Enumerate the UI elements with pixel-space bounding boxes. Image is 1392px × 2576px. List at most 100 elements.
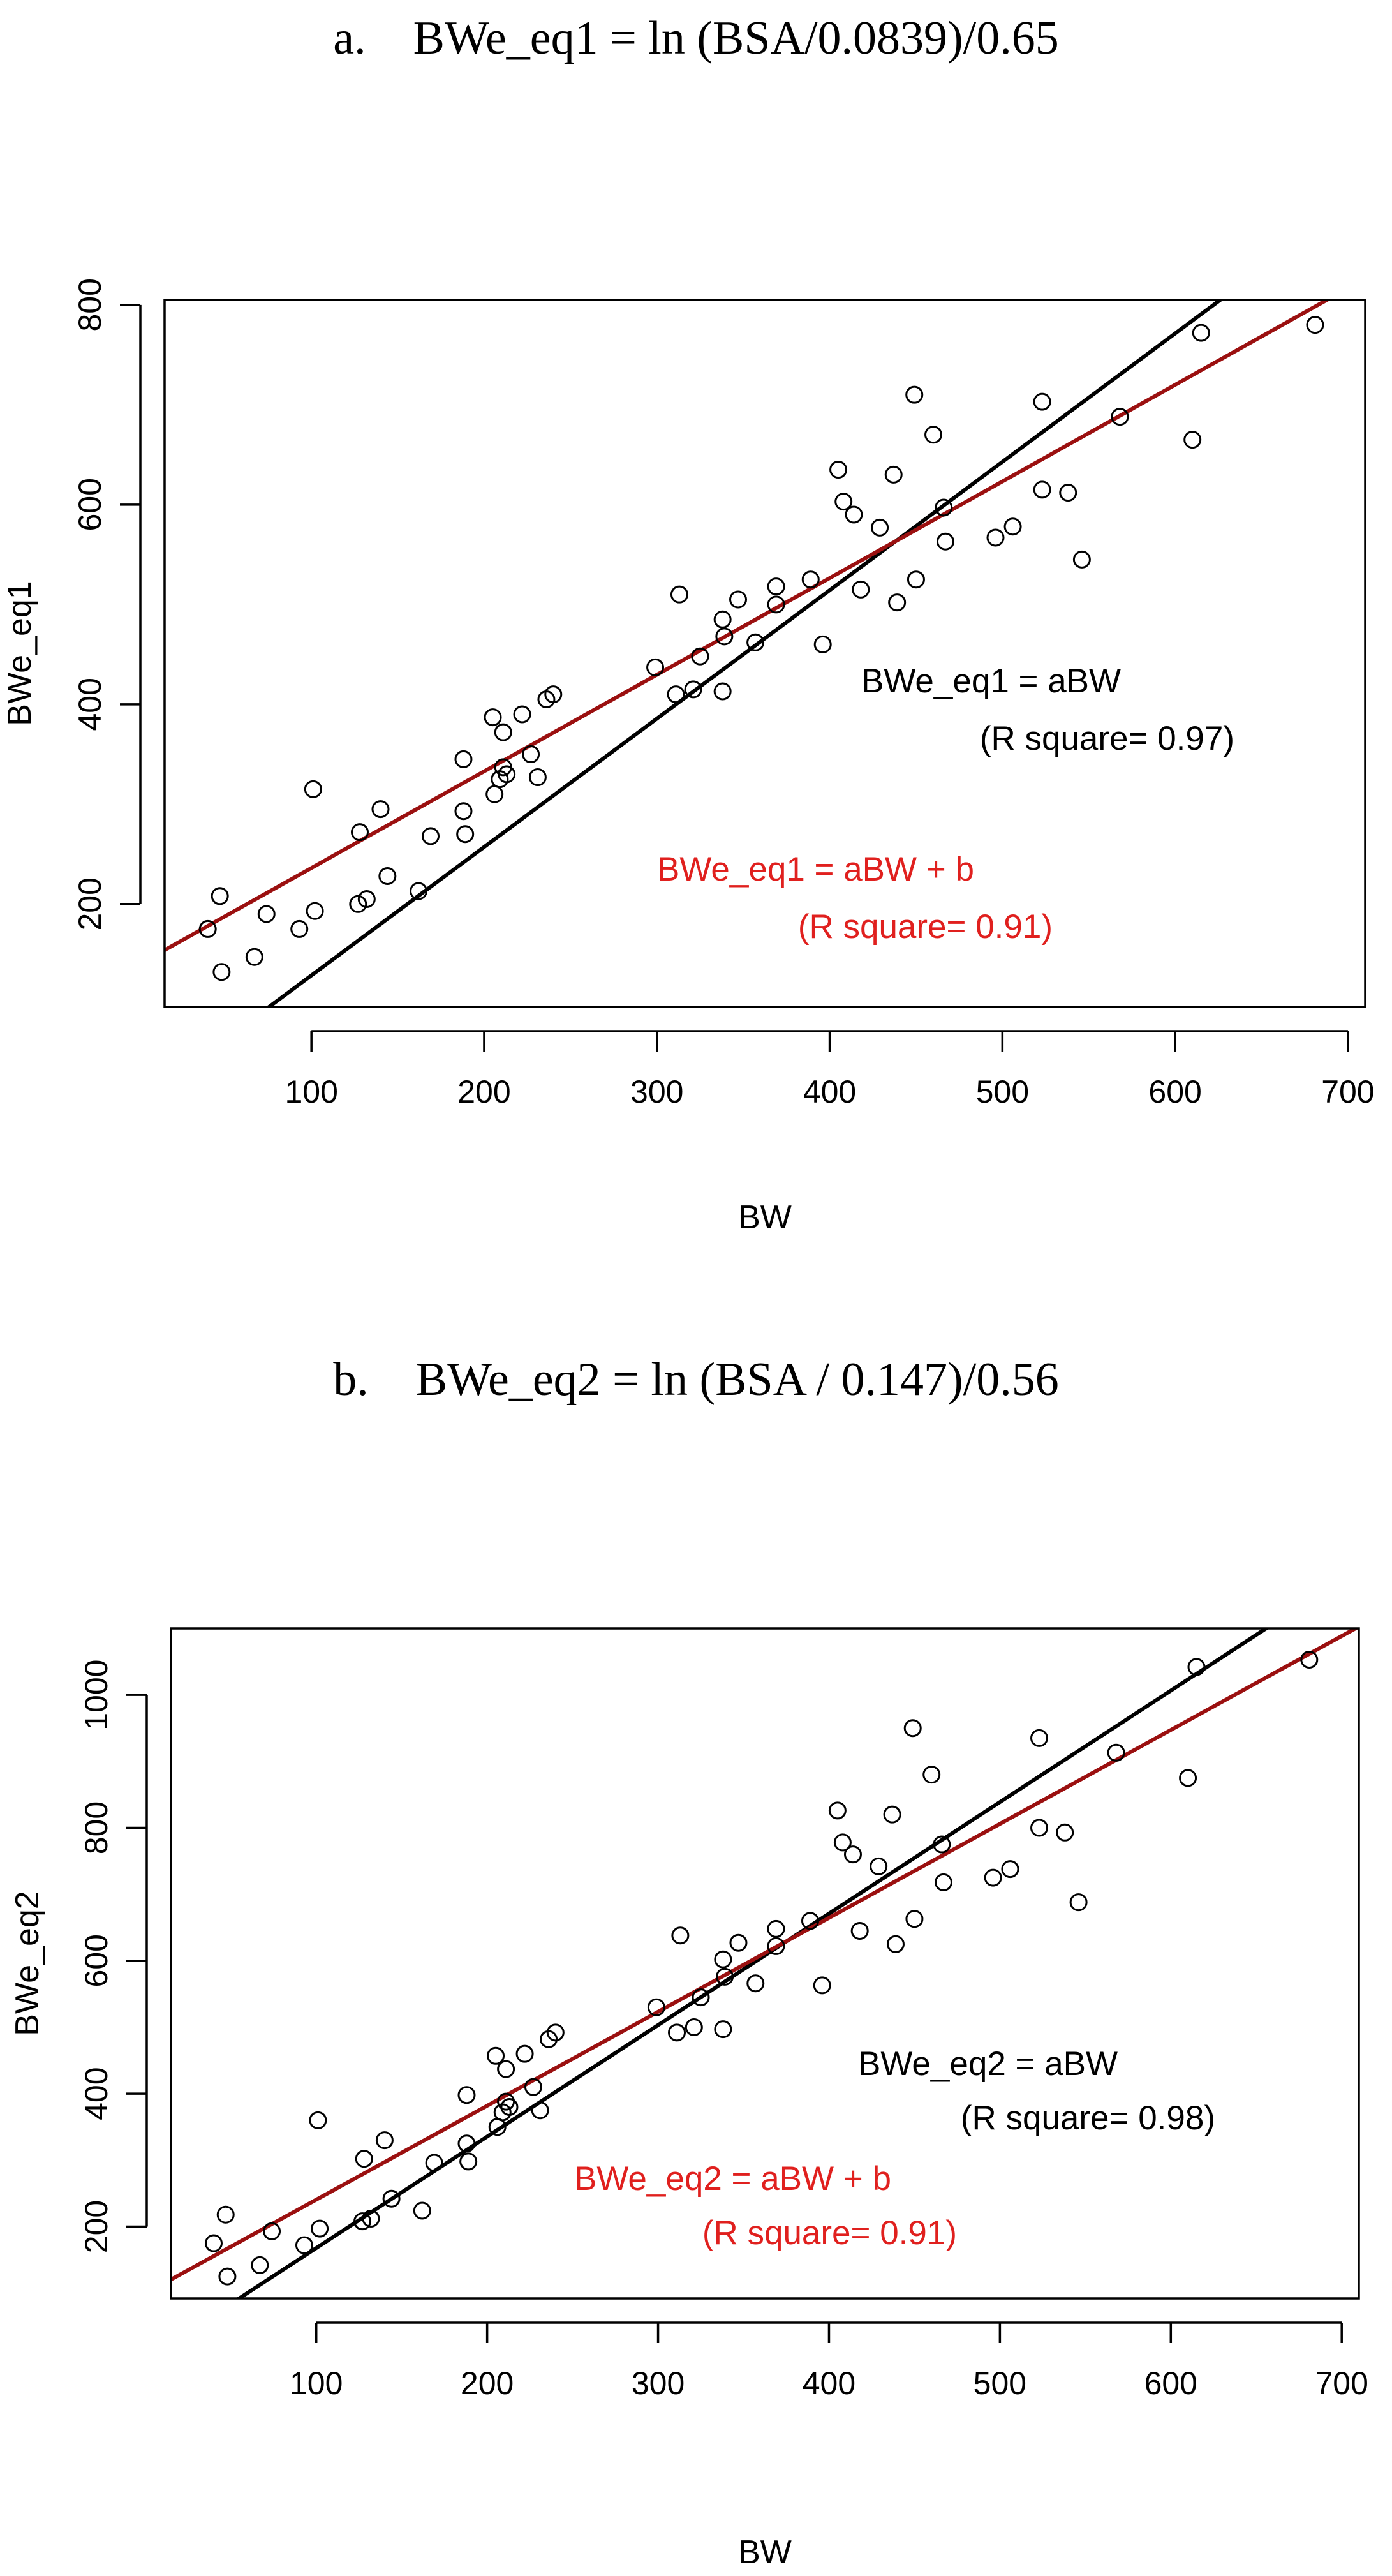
data-point [935, 498, 953, 517]
data-point [1300, 1650, 1319, 1669]
data-point [828, 1801, 847, 1820]
x-tick-label: 400 [803, 2365, 855, 2401]
data-point [1179, 1769, 1197, 1787]
data-point [410, 882, 428, 900]
data-point [218, 2267, 237, 2286]
x-tick-label: 100 [290, 2365, 343, 2401]
data-point [245, 948, 263, 966]
data-point [1107, 1743, 1125, 1762]
data-point [212, 963, 231, 981]
data-point [729, 1933, 748, 1952]
data-point [668, 2023, 686, 2042]
data-point [746, 633, 765, 651]
data-point [934, 1873, 952, 1891]
data-point [1072, 550, 1091, 569]
data-point [850, 1921, 869, 1940]
plot-frame [170, 1627, 1360, 2300]
data-point [924, 426, 943, 444]
data-point [263, 2222, 281, 2240]
y-axis-label: BWe_eq2 [9, 1891, 46, 2036]
data-point [714, 2020, 732, 2039]
data-point [540, 2030, 558, 2048]
fit-equation-label: BWe_eq1 = aBW [861, 662, 1121, 700]
data-point [714, 1950, 732, 1969]
r-square-label: (R square= 0.91) [702, 2214, 957, 2252]
data-point [936, 532, 954, 551]
data-point [459, 2152, 478, 2171]
y-tick-label: 600 [78, 1934, 114, 1987]
data-point [684, 680, 702, 699]
data-point [729, 590, 748, 609]
data-point [371, 800, 390, 819]
data-point [692, 1988, 710, 2007]
x-tick-label: 500 [974, 2365, 1026, 2401]
x-tick-label: 700 [1315, 2365, 1368, 2401]
fit-equation-label: BWe_eq2 = aBW + b [574, 2160, 891, 2198]
data-point [484, 708, 502, 727]
data-point [497, 2060, 515, 2078]
data-point [1056, 1823, 1074, 1842]
data-point [355, 2150, 373, 2168]
y-tick-label: 400 [72, 678, 108, 731]
data-point [1001, 1860, 1019, 1879]
y-tick-label: 800 [72, 278, 108, 331]
data-point [498, 765, 516, 784]
data-point [907, 570, 925, 589]
data-point [422, 827, 440, 845]
data-point [524, 2078, 542, 2096]
fit-lines-b [171, 1628, 1359, 2298]
data-point [767, 1919, 785, 1938]
r-square-label: (R square= 0.97) [980, 720, 1234, 757]
data-point [257, 905, 276, 923]
data-point [767, 1937, 785, 1955]
data-point [884, 465, 903, 484]
data-point [454, 750, 473, 768]
data-point [528, 768, 547, 787]
data-point [715, 627, 734, 646]
data-point [883, 1805, 901, 1824]
x-tick-label: 400 [803, 1074, 856, 1110]
data-point [1059, 484, 1077, 502]
data-point [1033, 392, 1051, 411]
data-point [544, 685, 563, 704]
x-tick-label: 300 [630, 1074, 683, 1110]
data-point [522, 745, 540, 764]
data-point [290, 919, 309, 938]
y-tick-label: 600 [72, 478, 108, 531]
data-point [886, 1935, 905, 1953]
data-point [309, 2111, 327, 2129]
data-point [251, 2256, 269, 2274]
x-tick-label: 600 [1148, 1074, 1201, 1110]
data-point [375, 2131, 394, 2150]
x-tick-label: 200 [461, 2365, 514, 2401]
data-point [986, 528, 1005, 547]
data-point [211, 887, 229, 905]
x-axis-label: BW [738, 1199, 792, 1236]
y-tick-label: 200 [72, 877, 108, 930]
data-point [1183, 431, 1202, 449]
data-point [531, 2101, 549, 2120]
scatter-chart-b: 100 200 300 400 500 600 700 200 400 600 800 1000 BW B… [9, 1627, 1368, 2571]
data-point [905, 385, 924, 404]
y-tick-label: 400 [78, 2067, 114, 2120]
x-tick-label: 600 [1144, 2365, 1197, 2401]
data-point [487, 2046, 505, 2065]
x-tick-label: 200 [457, 1074, 510, 1110]
fit-equation-label: BWe_eq2 = aBW [858, 2045, 1118, 2083]
fit-line-abw [235, 1628, 1270, 2298]
data-point [350, 823, 369, 842]
fit-line-abw-plus-b [165, 300, 1331, 952]
data-point [311, 2219, 329, 2238]
data-points-a [198, 316, 1324, 981]
data-point [871, 518, 889, 537]
r-square-label: (R square= 0.98) [961, 2099, 1215, 2137]
data-point [813, 1976, 831, 1995]
data-point [852, 580, 870, 599]
data-point [457, 2086, 476, 2104]
data-point [888, 593, 907, 612]
data-point [295, 2236, 313, 2254]
fit-line-abw [265, 300, 1224, 1007]
data-point [362, 2210, 380, 2228]
data-point [746, 1974, 765, 1993]
data-point [845, 505, 863, 524]
